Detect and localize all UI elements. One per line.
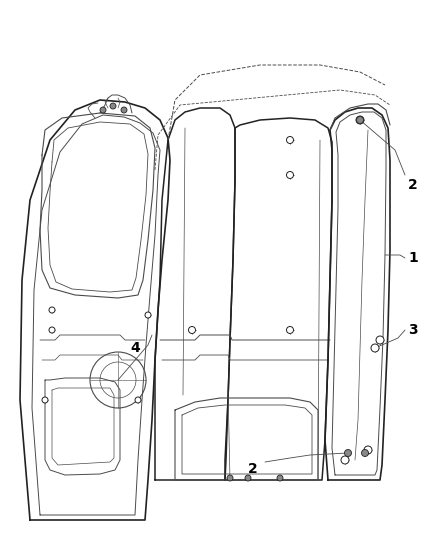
Circle shape — [286, 136, 293, 143]
Circle shape — [49, 307, 55, 313]
Circle shape — [286, 172, 293, 179]
Circle shape — [364, 446, 372, 454]
Circle shape — [286, 327, 293, 334]
Circle shape — [357, 117, 364, 124]
Circle shape — [188, 327, 195, 334]
Text: 4: 4 — [130, 341, 140, 355]
Circle shape — [345, 449, 352, 456]
Circle shape — [42, 397, 48, 403]
Circle shape — [110, 103, 116, 109]
Text: 1: 1 — [408, 251, 418, 265]
Circle shape — [227, 475, 233, 481]
Circle shape — [341, 456, 349, 464]
Text: 2: 2 — [248, 462, 258, 476]
Text: 2: 2 — [408, 178, 418, 192]
Circle shape — [277, 475, 283, 481]
Circle shape — [356, 116, 364, 124]
Circle shape — [361, 449, 368, 456]
Circle shape — [135, 397, 141, 403]
Circle shape — [145, 312, 151, 318]
Circle shape — [49, 327, 55, 333]
Circle shape — [100, 107, 106, 113]
Circle shape — [245, 475, 251, 481]
Circle shape — [121, 107, 127, 113]
Circle shape — [376, 336, 384, 344]
Circle shape — [371, 344, 379, 352]
Text: 3: 3 — [408, 323, 417, 337]
